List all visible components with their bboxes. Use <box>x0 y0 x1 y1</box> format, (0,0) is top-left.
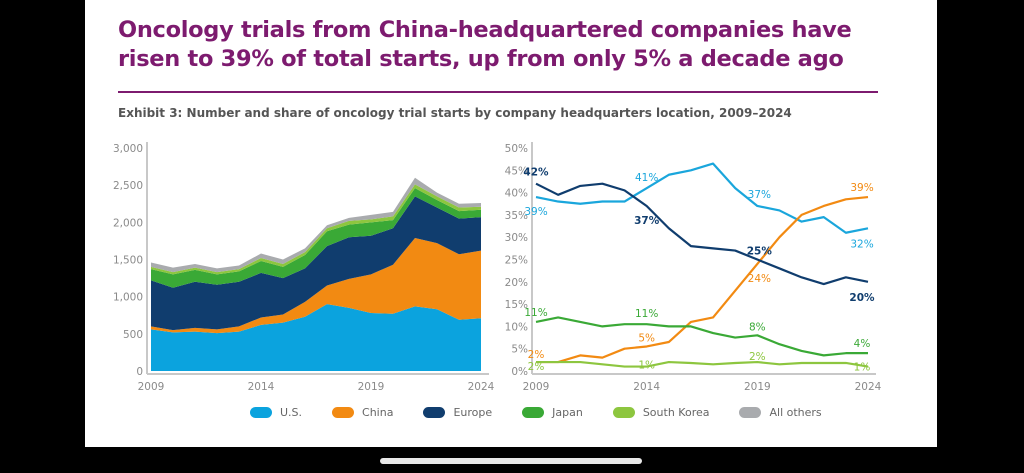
page-title: Oncology trials from China-headquartered… <box>118 17 852 72</box>
count-chart-x-tick-label: 2009 <box>138 381 165 393</box>
legend-swatch <box>612 407 635 418</box>
data-label: 11% <box>524 307 547 319</box>
legend-item-china: China <box>332 406 393 419</box>
share-chart-y-tick-label: 5% <box>511 344 528 356</box>
data-label: 5% <box>638 332 655 344</box>
count-chart-y-tick-label: 2,500 <box>113 180 143 192</box>
share-chart-y-tick-label: 0% <box>511 366 528 378</box>
share-chart-x-tick-label: 2024 <box>855 381 882 393</box>
count-chart-y-tick-label: 1,500 <box>113 255 143 267</box>
legend-label: Japan <box>552 406 583 419</box>
line-japan <box>535 316 868 357</box>
data-label: 2% <box>528 361 545 373</box>
data-label: 2% <box>749 351 766 363</box>
legend-swatch <box>739 407 762 418</box>
count-chart-y-tick-label: 0 <box>136 366 143 378</box>
count-chart-x-tick-label: 2019 <box>358 381 385 393</box>
legend-item-us: U.S. <box>250 406 302 419</box>
share-chart-y-tick-label: 20% <box>505 277 528 289</box>
share-chart-x-tick-label: 2009 <box>523 381 550 393</box>
data-label: 37% <box>748 189 771 201</box>
share-chart-y-tick-label: 50% <box>505 143 528 155</box>
line-europe <box>535 182 869 286</box>
data-label: 20% <box>849 292 875 304</box>
count-chart-y-tick-label: 2,000 <box>113 217 143 229</box>
data-label: 42% <box>523 167 549 179</box>
share-chart-y-tick-label: 15% <box>505 299 528 311</box>
share-chart-y-tick-label: 10% <box>505 321 528 333</box>
legend-label: Europe <box>453 406 493 419</box>
share-chart-x-tick-label: 2019 <box>744 381 771 393</box>
data-label: 1% <box>638 360 655 372</box>
data-label: 24% <box>748 273 771 285</box>
data-label: 39% <box>850 182 873 194</box>
share-chart-x-tick-label: 2014 <box>633 381 660 393</box>
count-chart-y-tick-label: 500 <box>123 329 143 341</box>
legend-item-japan: Japan <box>522 406 583 419</box>
share-chart-y-tick-label: 45% <box>505 165 528 177</box>
share-chart-y-tick-label: 30% <box>505 232 528 244</box>
legend-label: South Korea <box>642 406 710 419</box>
legend-item-all-others: All others <box>739 406 822 419</box>
legend-swatch <box>332 407 355 418</box>
legend-item-europe: Europe <box>423 406 492 419</box>
data-label: 39% <box>524 206 547 218</box>
data-label: 32% <box>850 238 873 250</box>
data-label: 8% <box>749 321 766 333</box>
title-divider <box>118 91 878 93</box>
line-china <box>536 195 869 364</box>
area-japan <box>151 188 481 288</box>
count-chart-y-tick-label: 1,000 <box>113 292 143 304</box>
line-u-s- <box>535 162 869 234</box>
data-label: 2% <box>528 349 545 361</box>
area-china <box>151 237 481 334</box>
count-chart-y-tick-label: 3,000 <box>113 143 143 155</box>
area-europe <box>151 196 481 331</box>
home-indicator[interactable] <box>380 458 642 464</box>
data-label: 25% <box>747 246 773 258</box>
legend-label: U.S. <box>280 406 303 419</box>
legend: U.S. China Europe Japan South Korea All … <box>250 406 852 419</box>
data-label: 41% <box>635 172 658 184</box>
exhibit-card <box>85 0 937 447</box>
area-u-s- <box>151 304 481 371</box>
legend-swatch <box>250 407 272 418</box>
legend-item-south-korea: South Korea <box>612 406 710 419</box>
share-chart-y-tick-label: 35% <box>505 210 528 222</box>
count-chart-x-tick-label: 2014 <box>248 381 275 393</box>
data-label: 1% <box>854 362 871 374</box>
share-chart-y-tick-label: 25% <box>505 255 528 267</box>
data-label: 4% <box>854 338 871 350</box>
count-chart-x-tick-label: 2024 <box>468 381 495 393</box>
legend-label: China <box>362 406 394 419</box>
share-chart-y-tick-label: 40% <box>505 188 528 200</box>
legend-label: All others <box>769 406 822 419</box>
data-label: 11% <box>635 308 658 320</box>
legend-swatch <box>522 407 545 418</box>
line-south-korea <box>536 360 869 368</box>
legend-swatch <box>423 407 446 418</box>
data-label: 37% <box>634 215 660 227</box>
exhibit-subtitle: Exhibit 3: Number and share of oncology … <box>118 106 792 120</box>
